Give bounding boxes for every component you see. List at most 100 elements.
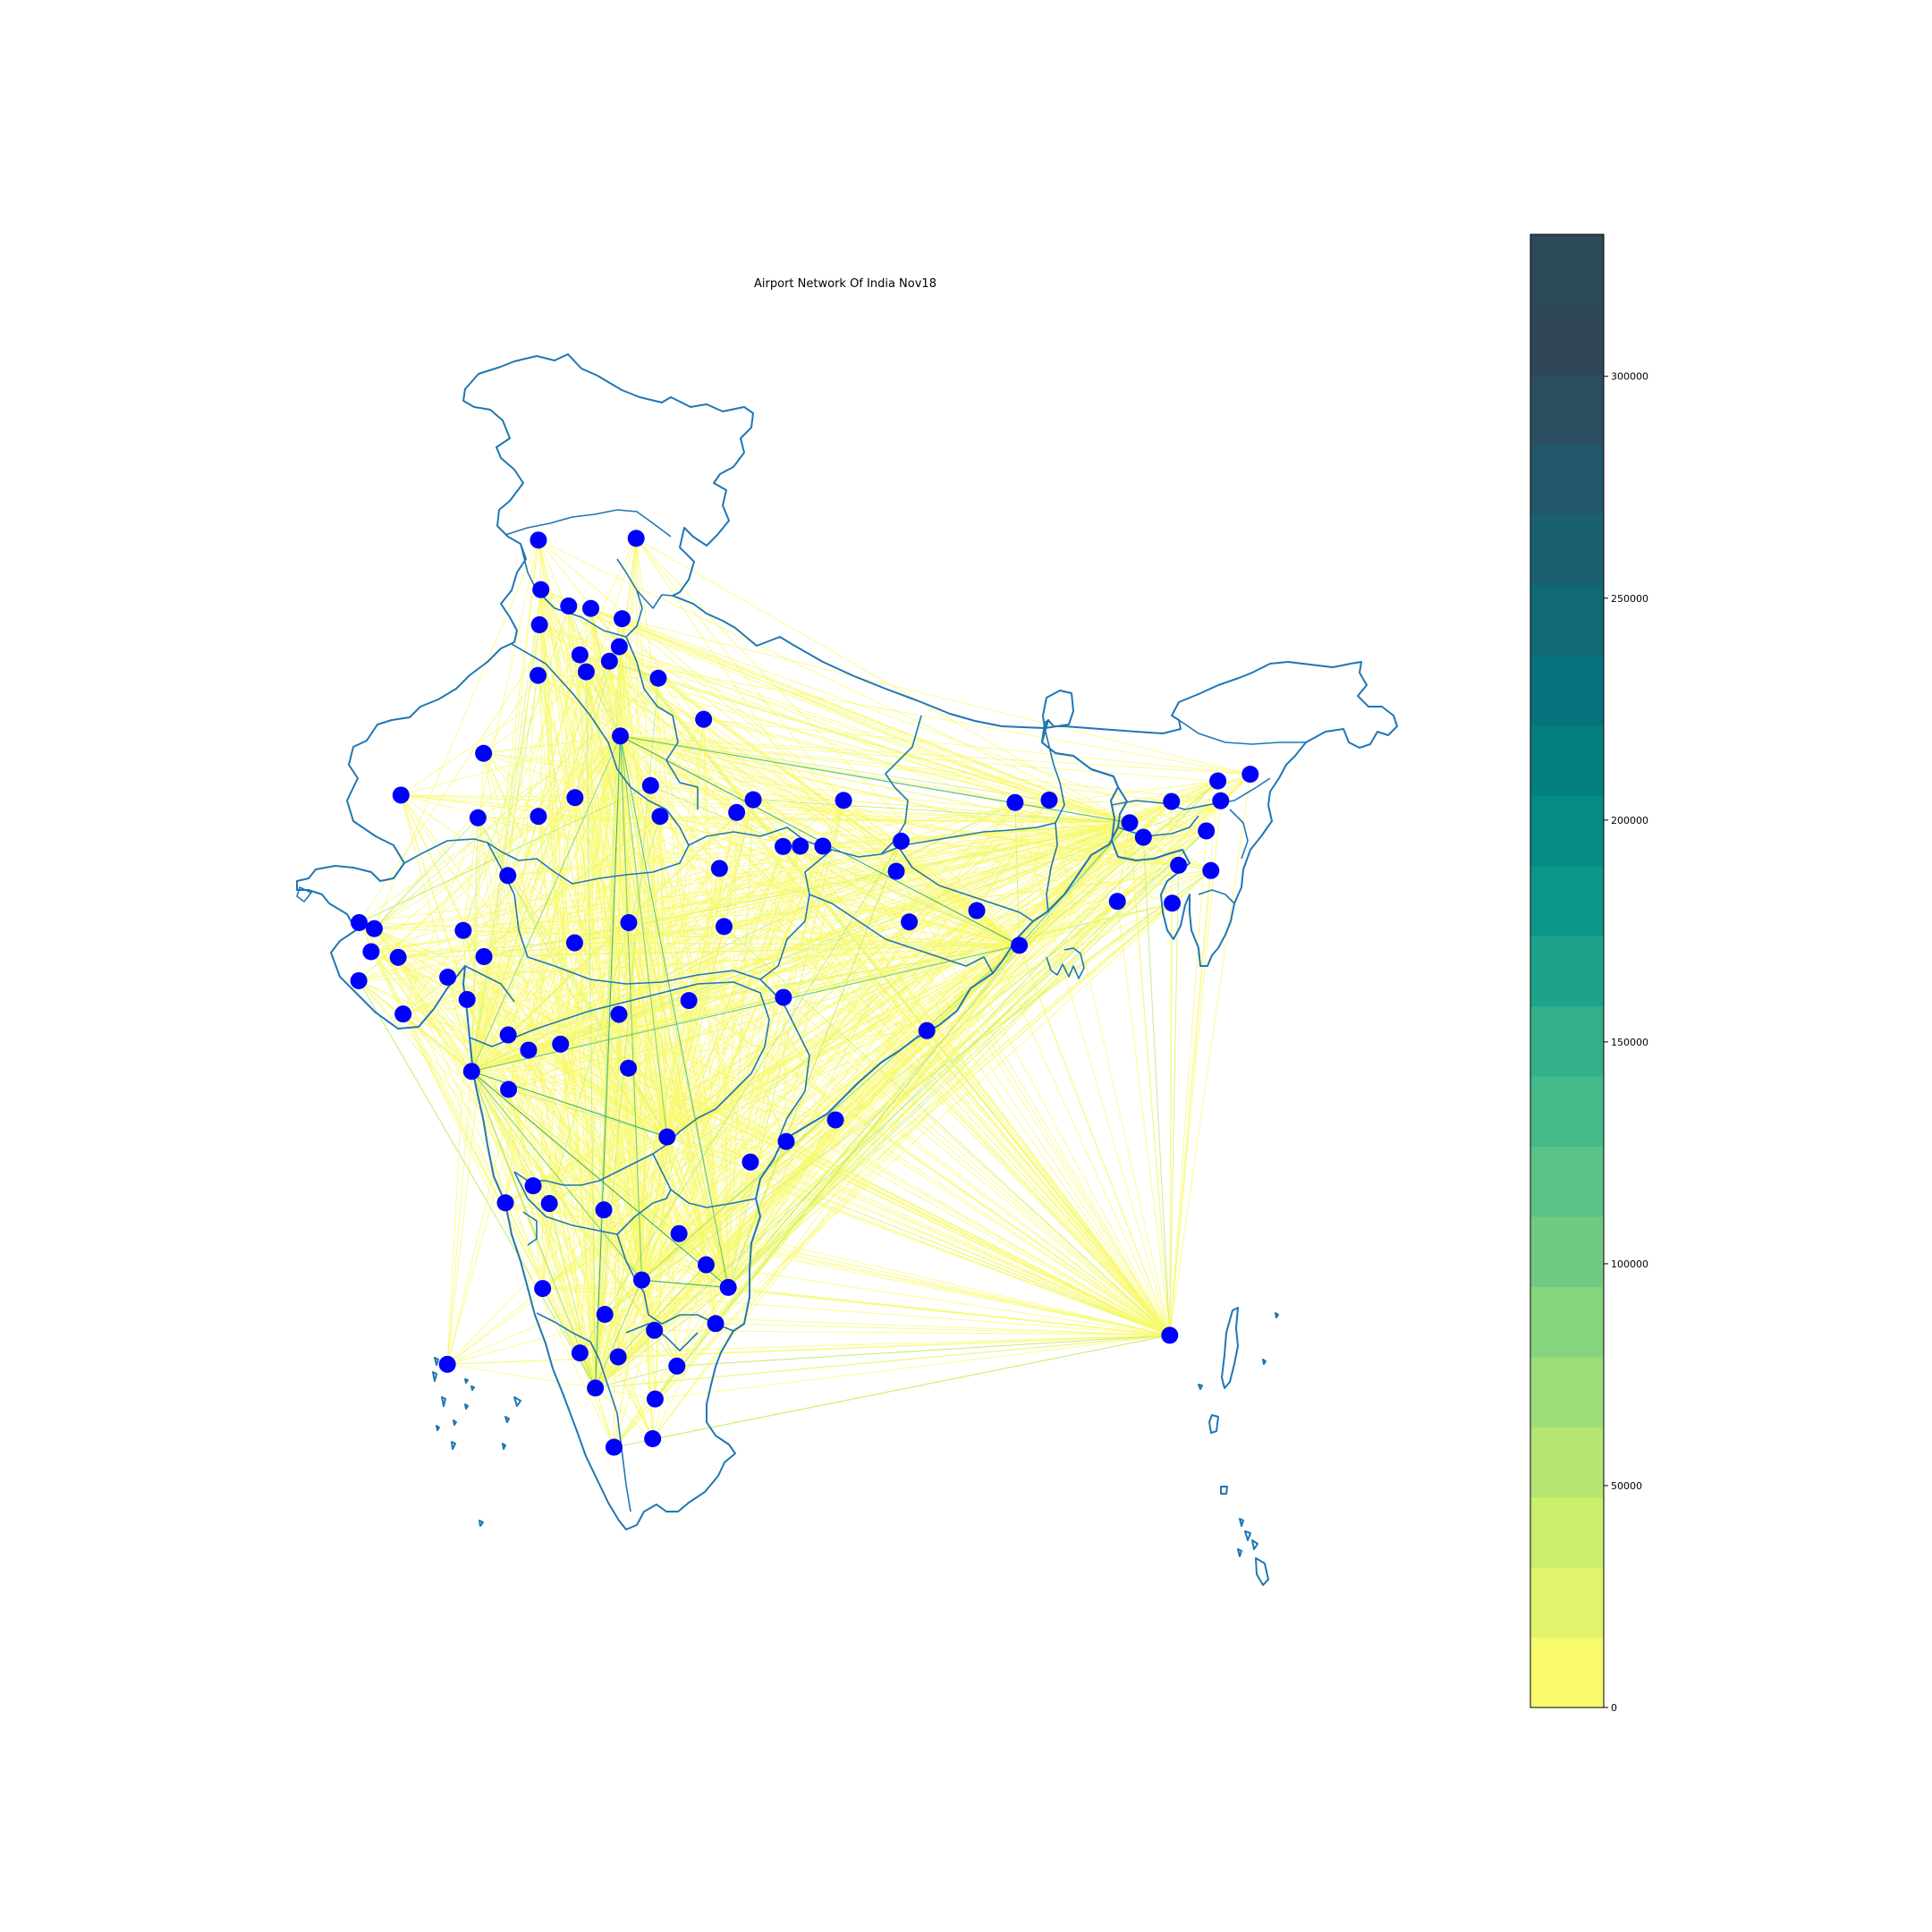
route-line [901,841,1171,1336]
route-line [652,845,801,1439]
route-line [976,800,1221,911]
route-line [728,1286,1170,1336]
route-line [397,957,597,1389]
route-line [595,735,622,1388]
route-line [568,606,1131,824]
airport-node [571,646,589,664]
border-haryana-up [625,636,699,809]
route-line [568,606,1050,801]
route-line [358,799,754,981]
route-line [736,811,1131,824]
route-line [1019,902,1173,946]
colorbar-ticks: 0 50000 100000 150000 200000 250000 300000 [1604,371,1648,1714]
route-line [800,845,1171,1336]
route-line [909,822,1131,923]
route-line [446,1136,668,1365]
route-line [590,608,751,1163]
route-line [370,800,844,953]
route-line [703,718,1250,775]
airport-node [475,744,493,762]
airport-nodes [350,530,1259,1456]
route-line [586,671,897,872]
colorbar-tick-label: 200000 [1611,815,1648,826]
border-arunachal [1178,719,1306,745]
route-line [605,1313,1170,1336]
border-maharashtra [469,981,770,1186]
route-line [401,794,1171,1336]
route-line [1142,837,1171,1335]
airport-node [741,1153,759,1171]
route-line [613,1137,668,1448]
route-line [508,836,1144,1036]
northeast-outline [1041,661,1398,967]
route-line [538,539,1020,946]
andaman-islet-2 [1262,1359,1267,1365]
route-line [538,624,824,847]
route-line [617,1264,707,1358]
airport-node [627,530,645,547]
route-line [478,817,1171,1336]
lakshadweep-1 [434,1357,439,1366]
route-line [678,945,1020,1234]
colorbar-band [1530,1216,1604,1287]
route-line [618,646,738,813]
border-tn [625,1323,699,1352]
colorbar-band [1530,725,1604,796]
route-line [620,735,902,842]
colorbar-tick-label: 0 [1611,1702,1617,1714]
airport-node [439,969,457,986]
airport-node [918,1021,936,1039]
route-line [542,1288,597,1389]
route-line [447,822,1131,978]
airport-node [392,786,410,804]
route-line [620,735,716,1324]
airport-node [968,902,986,919]
andaman-island-1 [1221,1307,1239,1389]
route-line [1116,901,1171,1335]
airport-node [715,918,733,936]
route-line [706,1030,928,1266]
colorbar-band [1530,1496,1604,1568]
route-line [688,1000,1171,1336]
airport-node [633,1271,651,1289]
route-line [447,671,587,978]
route-line [666,800,1050,1138]
route-line [483,674,538,754]
route-line [654,1137,668,1400]
colorbar-band [1530,865,1604,936]
route-line [628,801,1172,1069]
route-line [641,945,1020,1281]
route-line [649,784,1171,1336]
airport-node [577,663,595,681]
airport-node [792,837,809,855]
route-line [666,1136,716,1324]
chart-title: Airport Network Of India Nov18 [754,277,936,291]
route-line [666,910,978,1138]
route-line [467,945,1020,1000]
lakshadweep-3 [441,1396,446,1407]
border-telangana [652,1153,757,1208]
route-line [358,980,550,1204]
airport-node [646,1321,664,1339]
route-line [574,942,1020,946]
colorbar-tick-label: 50000 [1611,1480,1642,1492]
airport-node [565,934,583,952]
route-line [574,797,656,1331]
route-line [462,608,591,931]
route-line [586,671,754,801]
route-line [466,999,654,1439]
route-line [508,780,1218,1090]
route-line [580,654,1179,866]
route-line [538,624,897,872]
route-line [595,845,824,1389]
route-line [580,654,1250,775]
colorbar-tick-label: 100000 [1611,1258,1648,1270]
route-line [401,794,1131,824]
route-line [628,845,801,1069]
airport-node [520,1041,538,1059]
airport-node [775,988,792,1006]
colorbar-tick-label: 150000 [1611,1037,1648,1048]
route-line [976,910,1020,946]
route-line [574,942,928,1031]
route-line [641,801,1173,1281]
